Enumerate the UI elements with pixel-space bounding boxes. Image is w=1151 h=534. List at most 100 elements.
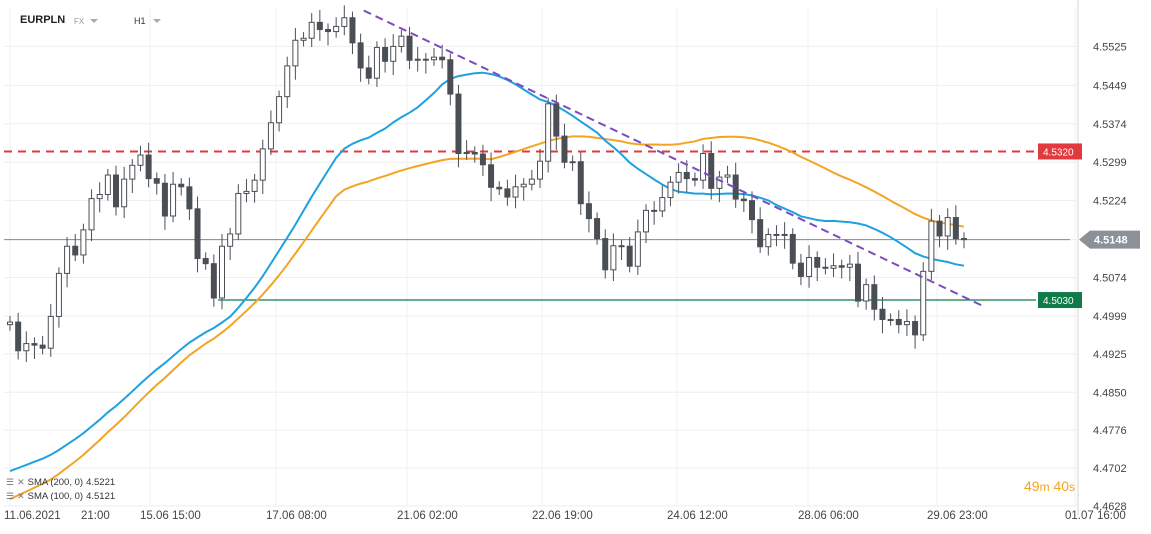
candle-body <box>651 209 658 212</box>
candle-body <box>781 233 788 236</box>
candle-body <box>210 263 217 299</box>
candle-body <box>577 161 584 205</box>
candle-body <box>537 160 543 180</box>
legend-sma-200-label: SMA (200, 0) <box>27 477 84 488</box>
candle-body <box>471 151 478 155</box>
level-price-tag-label: 4.5030 <box>1043 296 1074 307</box>
timeframe-label[interactable]: H1 <box>134 16 146 26</box>
timer-minutes: 49 <box>1024 478 1040 494</box>
candle-body <box>80 229 87 256</box>
candle-body <box>72 245 79 256</box>
candle-body <box>170 183 177 217</box>
market-label: FX <box>74 17 85 26</box>
x-tick-label: 24.06 12:00 <box>667 510 728 522</box>
candle-body <box>96 193 103 200</box>
candle-body <box>912 321 919 336</box>
candle-body <box>129 164 136 180</box>
candle-body <box>390 45 397 62</box>
candle-body <box>773 233 780 236</box>
x-tick-label: 29.06 23:00 <box>927 510 988 522</box>
y-tick-label: 4.5299 <box>1093 157 1127 169</box>
candle-body <box>104 174 111 195</box>
candle-body <box>691 178 698 181</box>
candle-body <box>194 208 201 260</box>
candle-body <box>365 67 372 79</box>
candle-body <box>479 153 486 166</box>
candle-body <box>333 25 340 33</box>
candle-body <box>414 58 421 61</box>
current-price-tag-label: 4.5148 <box>1094 235 1128 247</box>
candle-body <box>545 103 552 162</box>
candle-body <box>553 103 560 137</box>
close-icon[interactable]: ✕ <box>17 477 25 487</box>
candle-body <box>626 245 633 267</box>
x-tick-label: 21:00 <box>81 510 110 522</box>
candle-body <box>700 153 707 181</box>
candle-body <box>528 178 535 185</box>
candle-body <box>814 257 821 268</box>
candle-body <box>855 263 861 302</box>
y-axis: 4.5525 4.5449 4.5374 4.5299 4.5224 4.5148 4.50… <box>1093 41 1127 513</box>
x-tick-label: 22.06 19:00 <box>532 510 593 522</box>
x-tick-label: 01.07 16:00 <box>1065 510 1126 522</box>
x-tick-label: 11.06.2021 <box>4 510 61 522</box>
timer-seconds: 40 <box>1053 478 1070 494</box>
candle-body <box>928 220 935 272</box>
candle-body <box>455 93 462 155</box>
y-tick-label: 4.5074 <box>1093 272 1127 284</box>
candle-body <box>749 200 755 221</box>
candle-body <box>961 238 967 241</box>
menu-icon[interactable]: ☰ <box>6 477 15 487</box>
sma-100-line <box>9 71 965 473</box>
candle-body <box>15 321 22 352</box>
candle-body <box>121 178 128 208</box>
candle-body <box>382 46 389 62</box>
candle-body <box>610 245 617 271</box>
candle-body <box>757 219 764 248</box>
timeframe-chevron-down-icon[interactable] <box>153 19 161 23</box>
candle-body <box>447 59 454 95</box>
candle-body <box>7 321 13 326</box>
candle-body <box>683 171 690 180</box>
symbol-chevron-down-icon[interactable] <box>90 19 98 23</box>
candle-body <box>602 238 609 271</box>
candle-body <box>373 46 380 79</box>
level-price-tag <box>1038 143 1082 160</box>
candle-body <box>797 262 804 277</box>
candle-body <box>806 257 813 277</box>
candle-body <box>325 29 331 33</box>
candle-body <box>202 258 209 265</box>
candle-body <box>903 321 910 326</box>
symbol-label[interactable]: EURPLN <box>20 14 66 26</box>
candle-body <box>830 265 837 269</box>
legend-sma-100-label: SMA (100, 0) <box>27 491 84 502</box>
y-tick-label: 4.4999 <box>1093 311 1127 323</box>
legend-sma-100[interactable]: ☰ ✕ SMA (100, 0) 4.5121 <box>6 491 115 502</box>
candle-body <box>846 263 853 268</box>
candle-body <box>23 343 30 352</box>
candle-body <box>740 198 747 202</box>
x-tick-label: 28.06 06:00 <box>798 510 859 522</box>
candle-body <box>863 284 870 302</box>
candle-body <box>561 135 568 163</box>
candle-body <box>887 319 894 322</box>
candle-body <box>504 188 511 198</box>
candle-body <box>251 179 258 192</box>
candle-body <box>585 203 592 220</box>
candle-body <box>308 21 315 39</box>
candle-body <box>594 218 601 240</box>
candle-body <box>227 233 234 247</box>
candle-body <box>952 217 959 240</box>
y-tick-label: 4.4925 <box>1093 349 1127 361</box>
candle-body <box>31 343 38 346</box>
y-tick-label: 4.5449 <box>1093 80 1127 92</box>
y-tick-label: 4.5525 <box>1093 41 1127 53</box>
candle-body <box>716 176 723 189</box>
close-icon[interactable]: ✕ <box>17 491 25 501</box>
legend-sma-200[interactable]: ☰ ✕ SMA (200, 0) 4.5221 <box>6 477 115 488</box>
candle-body <box>88 198 95 231</box>
menu-icon[interactable]: ☰ <box>6 491 15 501</box>
candle-body <box>267 122 274 150</box>
